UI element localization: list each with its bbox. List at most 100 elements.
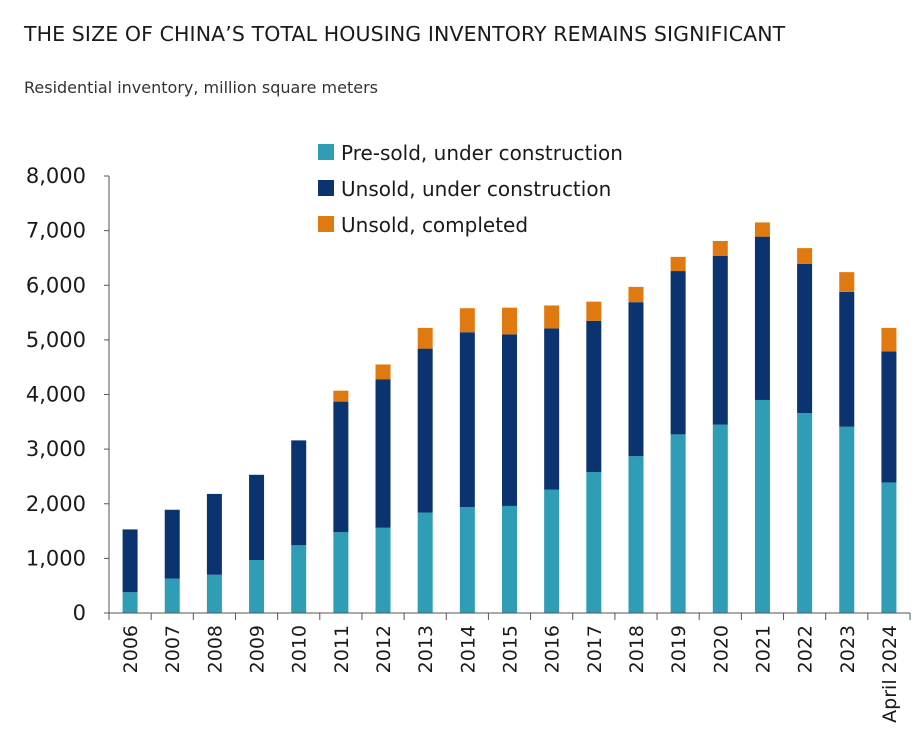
bar-presold-under-construction [164, 578, 180, 613]
bar-stack [586, 301, 602, 613]
x-tick-label: 2022 [795, 625, 817, 673]
bar-stack [881, 327, 897, 613]
bar-stack [754, 222, 770, 613]
bar-unsold-under-construction [502, 334, 517, 506]
bar-stack [375, 364, 391, 613]
legend: Pre-sold, under construction Unsold, unde… [318, 141, 623, 237]
bar-stack [291, 440, 307, 613]
bar-presold-under-construction [206, 574, 222, 613]
bar-presold-under-construction [249, 560, 265, 613]
x-tick-label: 2011 [331, 625, 353, 673]
legend-label: Unsold, under construction [341, 177, 611, 201]
x-tick-label: 2016 [542, 625, 564, 673]
bar-unsold-under-construction [459, 332, 475, 508]
bar-presold-under-construction [459, 507, 475, 613]
x-tick-label: 2007 [162, 625, 184, 673]
y-tick-label: 6,000 [26, 273, 86, 297]
bar-presold-under-construction [797, 413, 813, 613]
bar-presold-under-construction [333, 532, 349, 613]
bar-unsold-under-construction [206, 493, 222, 575]
bar-presold-under-construction [670, 434, 686, 613]
bar-stack [670, 256, 686, 613]
bar-stack [797, 248, 813, 613]
bar-unsold-under-construction [670, 271, 686, 435]
legend-swatch [318, 180, 334, 196]
bar-stack [206, 493, 222, 613]
y-tick-label: 1,000 [26, 546, 86, 570]
legend-label: Unsold, completed [341, 213, 528, 237]
bar-presold-under-construction [839, 426, 855, 613]
x-tick-label: 2010 [289, 625, 311, 673]
bar-presold-under-construction [544, 489, 560, 613]
x-tick-label: 2013 [415, 625, 437, 673]
legend-label: Pre-sold, under construction [341, 141, 623, 165]
x-tick-label: 2015 [500, 625, 522, 673]
bar-unsold-under-construction [839, 291, 855, 427]
bar-presold-under-construction [754, 399, 770, 613]
x-tick-label: 2012 [373, 625, 395, 673]
x-tick-label: 2018 [626, 625, 648, 673]
bar-stack [122, 529, 138, 613]
bar-stack [249, 474, 265, 613]
bar-unsold-completed [839, 272, 855, 292]
bar-stack [628, 286, 644, 613]
bar-presold-under-construction [712, 424, 728, 613]
legend-item-presold-under-construction: Pre-sold, under construction [318, 141, 623, 165]
bar-unsold-completed [375, 364, 391, 380]
x-tick-label: April 2024 [879, 625, 901, 723]
bar-stack [417, 327, 433, 613]
bars [122, 222, 897, 613]
bar-stack [333, 390, 349, 613]
x-tick-label: 2020 [710, 625, 732, 673]
bar-unsold-completed [459, 308, 475, 333]
bar-presold-under-construction [881, 482, 897, 613]
bar-unsold-under-construction [333, 401, 349, 533]
bar-unsold-under-construction [586, 320, 602, 473]
x-tick-label: 2006 [120, 625, 142, 673]
bar-unsold-completed [417, 327, 433, 349]
y-tick-label: 2,000 [26, 492, 86, 516]
x-tick-label: 2008 [204, 625, 226, 673]
y-tick-label: 0 [73, 601, 86, 625]
bar-unsold-under-construction [291, 440, 307, 546]
bar-stack [712, 241, 728, 613]
bar-stack [839, 272, 855, 613]
bar-presold-under-construction [291, 545, 307, 613]
bar-unsold-under-construction [122, 529, 138, 593]
bar-presold-under-construction [502, 505, 517, 613]
bar-unsold-under-construction [375, 379, 391, 528]
bar-unsold-completed [881, 327, 897, 352]
bar-presold-under-construction [375, 527, 391, 613]
bar-unsold-under-construction [628, 302, 644, 457]
x-tick-label: 2014 [457, 625, 479, 673]
bar-unsold-under-construction [417, 348, 433, 513]
bar-unsold-under-construction [754, 236, 770, 400]
y-axis: 0 1,000 2,000 3,000 4,000 5,000 6,000 7,000 8,00… [26, 164, 110, 625]
bar-stack [459, 308, 475, 613]
x-tick-label: 2009 [247, 625, 269, 673]
y-tick-label: 4,000 [26, 383, 86, 407]
legend-swatch [318, 216, 334, 232]
legend-swatch [318, 144, 334, 160]
bar-unsold-completed [670, 256, 686, 272]
bar-unsold-under-construction [881, 351, 897, 483]
chart-title: THE SIZE OF CHINA’S TOTAL HOUSING INVENT… [24, 22, 786, 46]
bar-stack [502, 307, 517, 613]
legend-item-unsold-completed: Unsold, completed [318, 213, 528, 237]
bar-presold-under-construction [586, 472, 602, 613]
x-tick-label: 2019 [668, 625, 690, 673]
bar-unsold-completed [333, 390, 349, 402]
bar-presold-under-construction [417, 512, 433, 613]
bar-unsold-completed [502, 307, 517, 335]
bar-unsold-completed [797, 248, 813, 264]
bar-unsold-under-construction [797, 263, 813, 414]
bar-unsold-completed [544, 305, 560, 329]
x-tick-label: 2023 [837, 625, 859, 673]
x-tick-label: 2017 [584, 625, 606, 673]
bar-unsold-under-construction [164, 509, 180, 579]
y-tick-label: 5,000 [26, 328, 86, 352]
x-axis: 2006 2007 2008 2009 2010 2011 2012 2013 2014 2015… [108, 612, 911, 723]
bar-stack [164, 509, 180, 613]
y-tick-label: 8,000 [26, 164, 86, 188]
